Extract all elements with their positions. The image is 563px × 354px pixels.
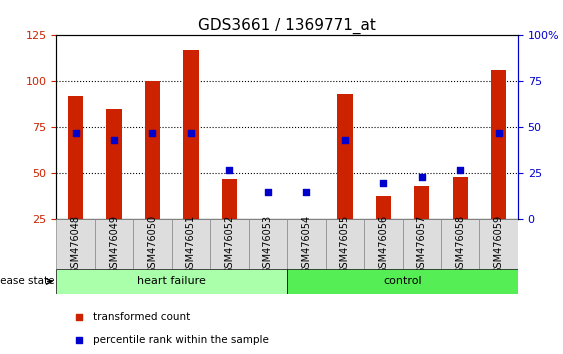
Point — [148, 130, 157, 136]
Point — [417, 174, 426, 180]
FancyBboxPatch shape — [480, 219, 518, 269]
FancyBboxPatch shape — [56, 269, 287, 294]
FancyBboxPatch shape — [325, 219, 364, 269]
Text: GSM476049: GSM476049 — [109, 215, 119, 274]
FancyBboxPatch shape — [441, 219, 480, 269]
Text: disease state: disease state — [0, 276, 55, 286]
Text: GSM476054: GSM476054 — [301, 215, 311, 274]
Point — [379, 180, 388, 185]
FancyBboxPatch shape — [95, 219, 133, 269]
Text: GSM476052: GSM476052 — [225, 215, 234, 274]
Point — [109, 137, 118, 143]
Text: GSM476056: GSM476056 — [378, 215, 388, 274]
FancyBboxPatch shape — [133, 219, 172, 269]
Point — [340, 137, 349, 143]
Bar — [145, 81, 160, 219]
Bar — [183, 50, 199, 219]
FancyBboxPatch shape — [287, 269, 518, 294]
FancyBboxPatch shape — [249, 219, 287, 269]
Text: GSM476058: GSM476058 — [455, 215, 465, 274]
Text: percentile rank within the sample: percentile rank within the sample — [93, 335, 269, 345]
FancyBboxPatch shape — [172, 219, 210, 269]
Text: heart failure: heart failure — [137, 276, 206, 286]
Text: GSM476048: GSM476048 — [70, 215, 81, 274]
Bar — [453, 177, 468, 219]
Text: control: control — [383, 276, 422, 286]
Text: GSM476055: GSM476055 — [340, 215, 350, 274]
Text: GSM476053: GSM476053 — [263, 215, 273, 274]
Point — [263, 189, 272, 195]
Bar — [491, 70, 507, 219]
Bar — [222, 179, 237, 219]
Title: GDS3661 / 1369771_at: GDS3661 / 1369771_at — [198, 18, 376, 34]
Point — [494, 130, 503, 136]
Text: GSM476051: GSM476051 — [186, 215, 196, 274]
Point — [455, 167, 464, 173]
FancyBboxPatch shape — [210, 219, 249, 269]
Point — [493, 194, 502, 200]
FancyBboxPatch shape — [287, 219, 325, 269]
Text: GSM476050: GSM476050 — [148, 215, 158, 274]
Bar — [68, 96, 83, 219]
Bar — [337, 94, 352, 219]
Bar — [414, 186, 430, 219]
Point — [225, 167, 234, 173]
FancyBboxPatch shape — [56, 219, 95, 269]
Text: GSM476057: GSM476057 — [417, 215, 427, 274]
Text: transformed count: transformed count — [93, 312, 190, 322]
Text: GSM476059: GSM476059 — [494, 215, 504, 274]
Bar — [106, 109, 122, 219]
FancyBboxPatch shape — [364, 219, 403, 269]
Point — [71, 130, 80, 136]
Point — [302, 189, 311, 195]
Bar — [376, 195, 391, 219]
Point — [186, 130, 195, 136]
FancyBboxPatch shape — [403, 219, 441, 269]
